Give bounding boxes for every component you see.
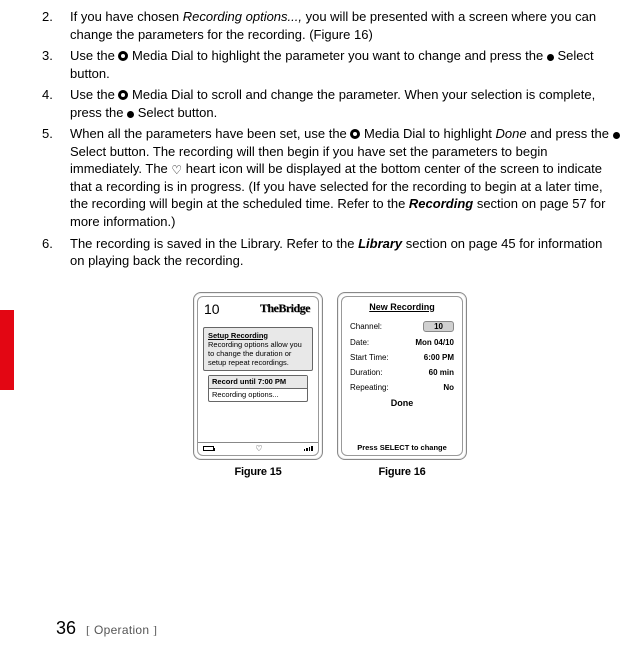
page-number: 36 — [56, 618, 76, 639]
f16-param-row: Channel:10 — [350, 321, 454, 332]
f16-param-row: Duration:60 min — [350, 368, 454, 377]
f15-options: Record until 7:00 PM Recording options..… — [208, 375, 308, 402]
instruction-step: 4.Use the Media Dial to scroll and chang… — [40, 86, 620, 121]
figure-16: New Recording Channel:10 Date:Mon 04/10 St… — [337, 292, 467, 478]
f15-channel: 10 — [204, 301, 220, 317]
heart-icon: ♡ — [171, 164, 182, 176]
select-button-icon — [547, 54, 554, 61]
f16-param-row: Date:Mon 04/10 — [350, 338, 454, 347]
instruction-step: 5.When all the parameters have been set,… — [40, 125, 620, 230]
instruction-step: 2.If you have chosen Recording options..… — [40, 8, 620, 43]
page-footer: 36 [ Operation ] — [56, 618, 157, 639]
signal-icon — [304, 446, 313, 451]
figure-15-caption: Figure 15 — [193, 466, 323, 478]
media-dial-icon — [118, 51, 128, 61]
f16-done: Done — [342, 398, 462, 408]
instruction-step: 3.Use the Media Dial to highlight the pa… — [40, 47, 620, 82]
f15-opt-record-until: Record until 7:00 PM — [209, 376, 307, 389]
battery-icon — [203, 446, 214, 451]
instruction-step: 6.The recording is saved in the Library.… — [40, 235, 620, 270]
figure-16-caption: Figure 16 — [337, 466, 467, 478]
select-button-icon — [613, 132, 620, 139]
instruction-list: 2.If you have chosen Recording options..… — [40, 8, 620, 270]
f15-info-box: Setup Recording Recording options allow … — [203, 327, 313, 371]
f16-footer-hint: Press SELECT to change — [342, 443, 462, 452]
section-tab — [0, 310, 14, 390]
figure-15: 10 TheBridge Setup Recording Recording o… — [193, 292, 323, 478]
select-button-icon — [127, 111, 134, 118]
heart-icon: ♡ — [255, 444, 262, 453]
f16-param-row: Start Time:6:00 PM — [350, 353, 454, 362]
f15-logo: TheBridge — [260, 301, 314, 316]
figures-row: 10 TheBridge Setup Recording Recording o… — [40, 292, 620, 478]
f15-opt-recording-options: Recording options... — [209, 389, 307, 401]
media-dial-icon — [350, 129, 360, 139]
f16-param-row: Repeating:No — [350, 383, 454, 392]
f16-title: New Recording — [342, 297, 462, 315]
section-name: Operation — [90, 623, 153, 637]
media-dial-icon — [118, 90, 128, 100]
